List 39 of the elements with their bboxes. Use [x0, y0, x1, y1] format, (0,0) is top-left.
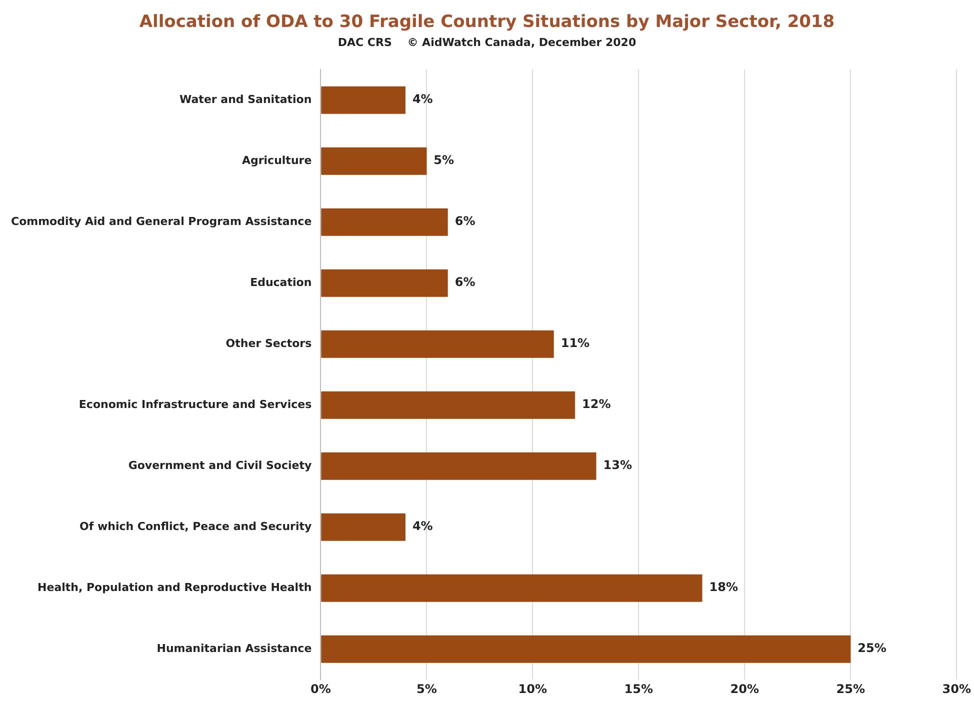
y-tick-label: Of which Conflict, Peace and Security	[80, 520, 312, 533]
bar	[321, 269, 448, 297]
y-tick-label: Humanitarian Assistance	[156, 642, 312, 655]
y-tick-label: Agriculture	[242, 154, 312, 167]
bar	[321, 513, 406, 541]
bar	[321, 86, 406, 114]
y-tick-label: Commodity Aid and General Program Assistance	[10, 214, 312, 228]
chart-title: Allocation of ODA to 30 Fragile Country Situations by Major Sector, 2018	[138, 12, 836, 32]
data-label: 11%	[560, 336, 590, 350]
y-tick-label: Government and Civil Society	[128, 458, 312, 472]
y-tick-label: Other Sectors	[226, 336, 312, 350]
y-tick-label: Education	[250, 276, 312, 289]
bar	[321, 452, 596, 480]
data-label: 4%	[412, 519, 433, 534]
x-tick-label: 10%	[518, 682, 548, 696]
data-label: 4%	[412, 92, 433, 106]
data-label: 6%	[454, 214, 476, 228]
y-tick-label: Economic Infrastructure and Services	[78, 398, 312, 411]
y-tick-label: Health, Population and Reproductive Health	[38, 580, 312, 594]
x-tick-label: 0%	[310, 682, 331, 696]
data-label: 13%	[603, 458, 632, 472]
chart-subtitle: DAC CRS © AidWatch Canada, December 2020	[336, 36, 638, 49]
bar	[321, 208, 448, 236]
x-tick-label: 5%	[416, 682, 437, 696]
x-tick-label: 15%	[624, 682, 654, 696]
bar	[321, 574, 702, 602]
x-tick-label: 20%	[730, 682, 760, 696]
data-label: 6%	[454, 275, 476, 290]
bar	[321, 330, 554, 358]
data-label: 5%	[434, 153, 454, 168]
data-label: 12%	[582, 397, 611, 412]
bar	[321, 391, 576, 419]
data-label: 25%	[858, 641, 886, 656]
x-tick-label: 30%	[942, 682, 972, 696]
data-label: 18%	[709, 580, 738, 594]
bar	[321, 147, 427, 175]
bar	[321, 635, 851, 663]
y-tick-label: Water and Sanitation	[180, 92, 312, 106]
x-tick-label: 25%	[836, 682, 866, 696]
